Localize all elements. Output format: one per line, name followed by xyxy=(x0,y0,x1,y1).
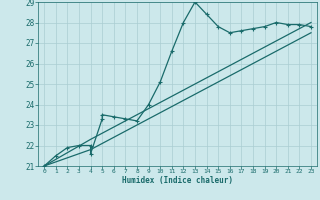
X-axis label: Humidex (Indice chaleur): Humidex (Indice chaleur) xyxy=(122,176,233,185)
